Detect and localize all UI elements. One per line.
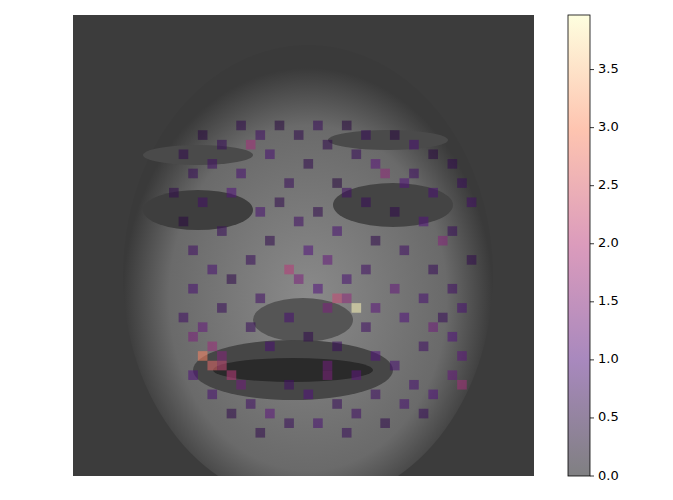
svg-text:1.5: 1.5 <box>598 293 619 308</box>
svg-text:0.0: 0.0 <box>598 468 619 483</box>
svg-text:3.5: 3.5 <box>598 61 619 76</box>
svg-text:0.5: 0.5 <box>598 409 619 424</box>
svg-text:2.0: 2.0 <box>598 235 619 250</box>
svg-text:3.0: 3.0 <box>598 119 619 134</box>
svg-text:1.0: 1.0 <box>598 351 619 366</box>
svg-text:2.5: 2.5 <box>598 177 619 192</box>
